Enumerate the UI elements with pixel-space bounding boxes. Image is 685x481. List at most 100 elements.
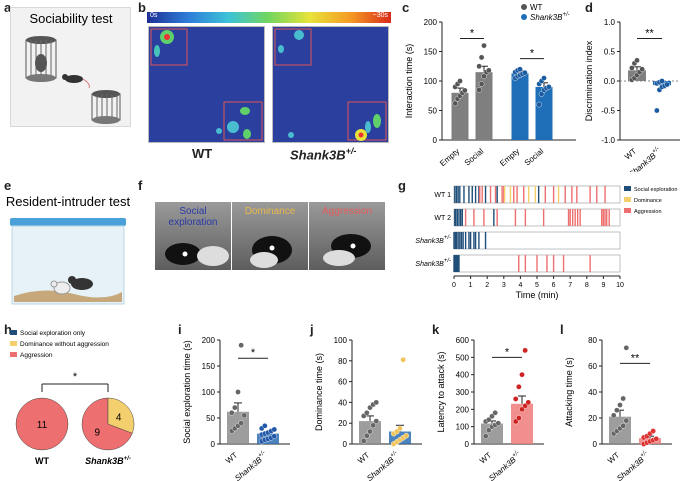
significance-star: ** — [631, 352, 640, 364]
y-tick-label: 0 — [211, 440, 216, 449]
x-tick-label: 4 — [518, 282, 522, 289]
bar — [511, 403, 533, 444]
panel-letter-i: i — [178, 322, 182, 337]
x-tick-label: 1 — [469, 282, 473, 289]
legend-swatch — [624, 186, 631, 191]
pie-group-label: Shank3B+/- — [85, 456, 131, 466]
bedding — [14, 290, 122, 302]
empty-cage — [91, 90, 121, 124]
data-point — [364, 410, 370, 416]
panel-letter-k: k — [432, 322, 440, 337]
x-tick-label: WT — [356, 451, 371, 466]
bar — [475, 72, 493, 140]
data-point — [650, 428, 656, 434]
data-point — [623, 344, 630, 351]
data-point — [659, 78, 665, 84]
data-point — [238, 420, 244, 426]
panel-letter-h: h — [4, 322, 12, 337]
x-tick-label: Shank3B+/- — [614, 450, 651, 481]
data-point — [519, 406, 525, 413]
scale-end-label: ~30s — [372, 12, 388, 19]
y-tick-label: 500 — [456, 353, 470, 362]
data-point — [373, 418, 380, 424]
panel-letter-l: l — [560, 322, 564, 337]
sociability-illustration: Sociability test — [25, 11, 121, 124]
pie-slice-label: 4 — [116, 413, 122, 424]
bar — [511, 73, 529, 140]
data-point — [235, 389, 241, 395]
y-tick-label: 0 — [433, 136, 438, 145]
heatmap-shank3b-label: Shank3B+/- — [290, 146, 356, 162]
data-point — [476, 63, 482, 70]
x-tick-label: Shank3B+/- — [364, 450, 401, 481]
data-point — [512, 418, 519, 425]
data-point — [639, 66, 645, 72]
y-tick-label: 100 — [424, 77, 438, 86]
pie-slice — [81, 397, 133, 451]
heatmap-shank3b — [272, 26, 389, 143]
y-tick-label: 150 — [424, 48, 438, 57]
x-tick-label: 9 — [601, 282, 605, 289]
legend-label: Aggression — [634, 209, 662, 215]
significance-star: * — [470, 28, 475, 40]
data-point — [481, 42, 487, 49]
data-point — [271, 433, 278, 439]
panel-letter-g: g — [398, 178, 406, 193]
heatmap-wt-label: WT — [192, 146, 213, 161]
y-tick-label: -0.5 — [601, 107, 615, 116]
significance-star: * — [505, 346, 510, 358]
data-point — [620, 423, 626, 429]
cage-with-mouse — [25, 36, 57, 82]
panel-letter-a: a — [4, 0, 12, 15]
data-point — [522, 403, 528, 409]
legend-label: Dominance — [634, 198, 662, 204]
data-point — [486, 67, 492, 74]
data-point — [452, 100, 458, 107]
data-point — [478, 81, 485, 87]
data-point — [664, 81, 670, 88]
data-point — [614, 407, 620, 413]
y-tick-label: 60 — [588, 362, 597, 371]
legend-marker — [521, 14, 527, 20]
data-point — [478, 54, 485, 61]
y-tick-label: 20 — [588, 414, 597, 423]
panel-letter-b: b — [138, 0, 146, 15]
x-tick-label: WT — [224, 451, 239, 466]
data-point — [620, 395, 626, 402]
legend-label: Aggression — [20, 352, 53, 359]
latency-to-attack-chart: 0 100 200 300 400 500 600 Latency to attack (s)… — [436, 336, 544, 481]
heatmap-color-scale: 0s ~30s — [147, 12, 391, 23]
y-tick-label: 400 — [456, 371, 470, 380]
resident-intruder-title: Resident-intruder test — [6, 196, 131, 209]
legend-label: Shank3B+/- — [530, 12, 570, 22]
panel-letter-f-visible: f — [138, 178, 143, 193]
data-point — [653, 436, 660, 442]
data-point — [271, 426, 278, 433]
data-point — [241, 412, 248, 419]
pie-slice-label: 9 — [95, 427, 101, 438]
data-point — [517, 66, 523, 72]
y-tick-label: 50 — [206, 414, 215, 423]
y-tick-label: 80 — [588, 336, 597, 345]
data-point — [370, 422, 376, 429]
social-exploration-time-chart: 0 50 100 150 200 Social exploration time (s) W… — [182, 336, 290, 481]
data-point — [489, 413, 495, 420]
significance-star: * — [530, 48, 535, 60]
y-tick-label: 200 — [202, 336, 216, 345]
data-point — [623, 417, 630, 424]
x-tick-label: Shank3B+/- — [232, 450, 269, 481]
y-tick-label: 0.5 — [604, 48, 616, 57]
genotype-superscript: +/- — [345, 146, 357, 156]
data-point — [232, 404, 238, 411]
y-tick-label: 20 — [338, 419, 347, 428]
behavior-photo-aggression: Aggression — [309, 202, 385, 270]
raster-row-frame — [453, 185, 621, 204]
data-point — [536, 101, 542, 108]
y-tick-label: 200 — [424, 18, 438, 27]
y-tick-label: 100 — [456, 423, 470, 432]
sociability-title: Sociability test — [29, 11, 112, 26]
data-point — [522, 347, 528, 354]
data-point — [400, 356, 406, 363]
